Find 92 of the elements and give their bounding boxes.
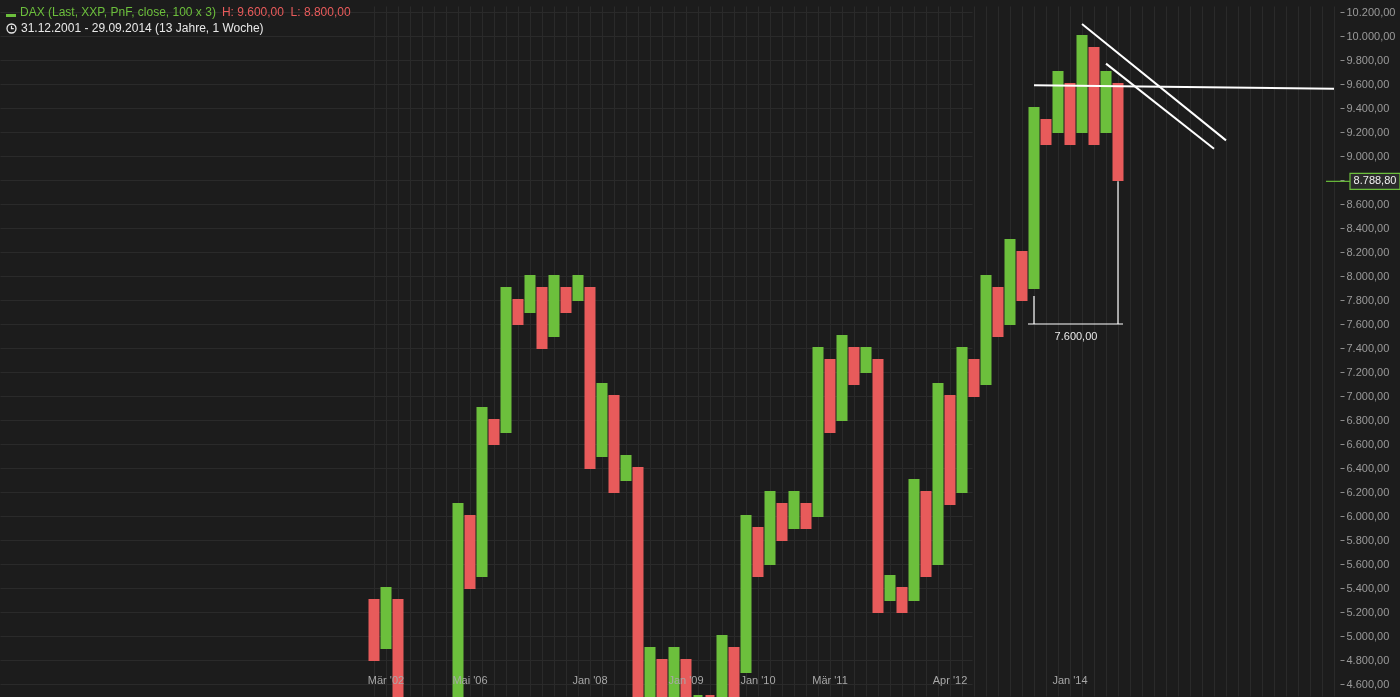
y-tick-label: 7.600,00: [1346, 317, 1390, 330]
bar: [932, 383, 944, 565]
bar: [1064, 83, 1076, 145]
y-tick-label: 6.400,00: [1346, 461, 1390, 474]
x-tick-label: Apr '12: [932, 673, 968, 686]
y-tick-label: 6.600,00: [1346, 437, 1390, 450]
bar: [872, 359, 884, 613]
y-tick-label: 5.400,00: [1346, 581, 1390, 594]
bar: [476, 407, 488, 577]
y-tick-label: 9.000,00: [1346, 149, 1390, 162]
bar: [1028, 107, 1040, 289]
y-tick-label: 9.600,00: [1346, 77, 1390, 90]
y-tick-label: 5.800,00: [1346, 533, 1390, 546]
x-tick-label: Jan '10: [740, 673, 776, 686]
text: H: 9.600,00 L: 8.800,00: [221, 5, 351, 19]
bar: [1004, 239, 1016, 325]
bar: [788, 491, 800, 529]
bar: [824, 359, 836, 433]
bar: [944, 395, 956, 505]
ref-line-label: 7.600,00: [1054, 330, 1098, 342]
bar: [896, 587, 908, 613]
y-tick-label: 8.400,00: [1346, 221, 1390, 234]
bar: [488, 419, 500, 445]
y-tick-label: 5.600,00: [1346, 557, 1390, 570]
bar: [884, 575, 896, 601]
y-tick-label: 8.600,00: [1346, 197, 1390, 210]
bar: [764, 491, 776, 565]
bar: [620, 455, 632, 481]
x-tick-label: Jan '08: [572, 673, 608, 686]
bar: [656, 659, 668, 697]
bar: [980, 275, 992, 385]
y-tick-label: 4.800,00: [1346, 653, 1390, 666]
bar: [740, 515, 752, 673]
bar: [392, 599, 404, 697]
bar: [608, 395, 620, 493]
y-tick-label: 6.800,00: [1346, 413, 1390, 426]
text: DAX (Last, XXP, PnF, close, 100 x 3): [20, 5, 216, 19]
y-tick-label: 7.000,00: [1346, 389, 1390, 402]
y-tick-label: 6.000,00: [1346, 509, 1390, 522]
y-tick-label: 10.200,00: [1346, 5, 1396, 18]
bar: [500, 287, 512, 433]
bar: [956, 347, 968, 493]
y-tick-label: 7.800,00: [1346, 293, 1390, 306]
bar: [992, 287, 1004, 337]
bar: [800, 503, 812, 529]
y-tick-label: 9.200,00: [1346, 125, 1390, 138]
ref-line-label: 8.788,80: [1353, 174, 1397, 187]
y-tick-label: 8.000,00: [1346, 269, 1390, 282]
x-tick-label: Mär '11: [812, 673, 848, 686]
y-tick-label: 4.600,00: [1346, 677, 1390, 690]
bar: [776, 503, 788, 541]
y-tick-label: 5.200,00: [1346, 605, 1390, 618]
bar: [968, 359, 980, 397]
y-tick-label: 5.000,00: [1346, 629, 1390, 642]
bar: [1088, 47, 1100, 145]
y-tick-label: 8.200,00: [1346, 245, 1390, 258]
bar: [572, 275, 584, 301]
bar: [1040, 119, 1052, 145]
bar: [524, 275, 536, 313]
y-tick-label: 9.400,00: [1346, 101, 1390, 114]
bar: [812, 347, 824, 517]
bar: [752, 527, 764, 577]
bar: [848, 347, 860, 385]
bar: [728, 647, 740, 697]
bar: [464, 515, 476, 589]
y-tick-label: 7.200,00: [1346, 365, 1390, 378]
bar: [548, 275, 560, 337]
bar: [908, 479, 920, 601]
bar: [596, 383, 608, 457]
bar: [860, 347, 872, 373]
bar: [1076, 35, 1088, 133]
bar: [512, 299, 524, 325]
y-tick-label: 10.000,00: [1346, 29, 1396, 42]
text: 31.12.2001 - 29.09.2014 (13 Jahre, 1 Woche): [21, 21, 264, 35]
x-tick-label: Jan '14: [1052, 673, 1088, 686]
bar: [632, 467, 644, 697]
bar: [380, 587, 392, 649]
bar: [716, 635, 728, 697]
bar: [1016, 251, 1028, 301]
bar: [560, 287, 572, 313]
bar: [920, 491, 932, 577]
bar: [1100, 71, 1112, 133]
bar: [836, 335, 848, 421]
bar: [368, 599, 380, 661]
y-tick-label: 6.200,00: [1346, 485, 1390, 498]
bar: [1052, 71, 1064, 133]
bar: [536, 287, 548, 349]
bar: [584, 287, 596, 469]
y-tick-label: 9.800,00: [1346, 53, 1390, 66]
bar: [1112, 83, 1124, 181]
y-tick-label: 7.400,00: [1346, 341, 1390, 354]
bar: [644, 647, 656, 697]
